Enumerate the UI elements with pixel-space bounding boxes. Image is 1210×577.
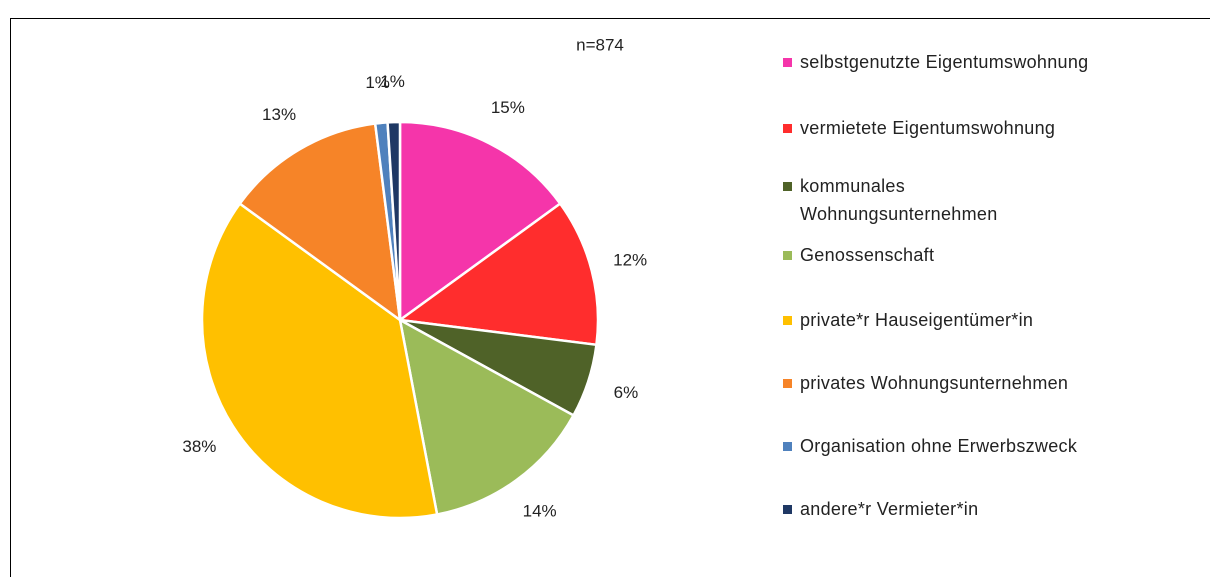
data-label: 13%	[262, 105, 296, 124]
data-label: 14%	[523, 502, 557, 521]
legend-swatch	[783, 505, 792, 514]
pie-slice	[398, 120, 562, 323]
legend-item: selbstgenutzte Eigentumswohnung	[783, 48, 1160, 76]
legend-label: Organisation ohne Erwerbszweck	[800, 436, 1078, 456]
pie-slice	[200, 201, 439, 520]
legend-label: kommunales Wohnungsunternehmen	[800, 176, 998, 224]
legend-item: andere*r Vermieter*in	[783, 495, 1160, 523]
legend-swatch	[783, 251, 792, 260]
legend-swatch	[783, 182, 792, 191]
legend-label: private*r Hauseigentümer*in	[800, 310, 1034, 330]
pie-slice	[238, 122, 402, 323]
data-label: 1%	[380, 72, 405, 91]
chart-frame	[10, 18, 1210, 577]
legend-item: vermietete Eigentumswohnung	[783, 114, 1160, 142]
legend-label: privates Wohnungsunternehmen	[800, 373, 1069, 393]
data-label: 12%	[613, 250, 647, 269]
pie-slice	[398, 317, 576, 516]
legend-item: kommunales Wohnungsunternehmen	[783, 172, 1100, 228]
legend-swatch	[783, 58, 792, 67]
legend-swatch	[783, 124, 792, 133]
legend-label: selbstgenutzte Eigentumswohnung	[800, 52, 1089, 72]
legend-swatch	[783, 379, 792, 388]
legend-label: Genossenschaft	[800, 245, 935, 265]
data-label: 15%	[491, 98, 525, 117]
legend-item: private*r Hauseigentümer*in	[783, 306, 1160, 334]
data-label: 1%	[365, 73, 390, 92]
legend-item: Genossenschaft	[783, 241, 1160, 269]
legend-item: privates Wohnungsunternehmen	[783, 369, 1160, 397]
legend-swatch	[783, 316, 792, 325]
data-label: 6%	[614, 383, 639, 402]
pie-slice	[386, 120, 402, 321]
annotation: n=874	[576, 35, 624, 54]
legend-swatch	[783, 442, 792, 451]
legend-item: Organisation ohne Erwerbszweck	[783, 432, 1160, 460]
pie-slice	[396, 201, 600, 347]
data-label: 38%	[182, 437, 216, 456]
legend-label: vermietete Eigentumswohnung	[800, 118, 1056, 138]
legend-label: andere*r Vermieter*in	[800, 499, 979, 519]
